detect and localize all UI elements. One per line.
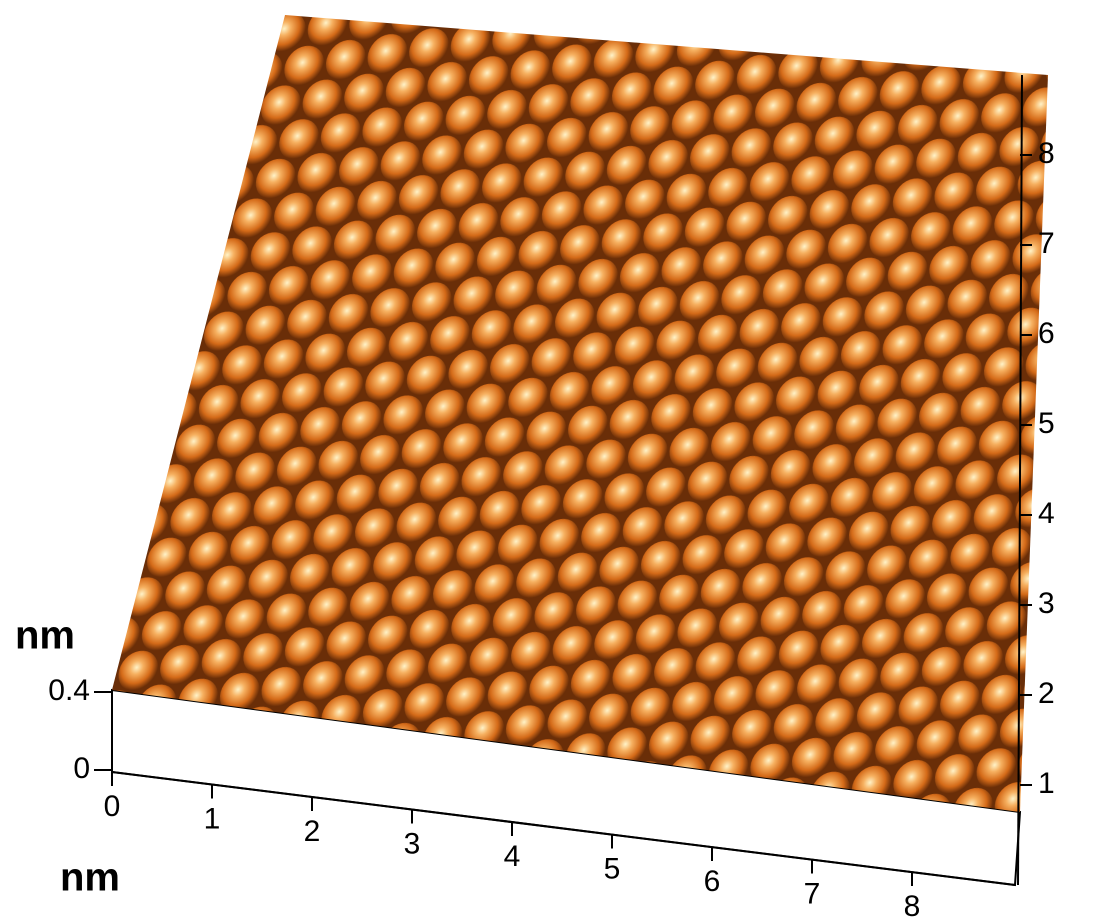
y-tick-label: 8 (1038, 137, 1055, 170)
x-tick-label: 6 (704, 865, 721, 898)
x-tick-label: 8 (904, 890, 921, 923)
z-tick-label: 0 (73, 752, 90, 785)
y-tick-label: 2 (1038, 677, 1055, 710)
y-axis-line (1017, 74, 1023, 886)
y-tick-label: 5 (1038, 407, 1055, 440)
z-axis-label: nm (15, 614, 75, 658)
y-tick-label: 4 (1038, 497, 1055, 530)
x-tick-label: 7 (804, 877, 821, 910)
x-tick-label: 2 (304, 815, 321, 848)
z-tick-label: 0.4 (48, 674, 90, 707)
x-tick-label: 4 (504, 840, 521, 873)
y-tick-label: 1 (1038, 767, 1055, 800)
y-tick-label: 6 (1038, 317, 1055, 350)
x-axis-label: nm (60, 856, 120, 900)
x-tick-label: 0 (104, 790, 121, 823)
y-tick-label: 7 (1038, 227, 1055, 260)
x-axis-line (111, 771, 1016, 886)
x-tick-label: 1 (204, 802, 221, 835)
y-tick-label: 3 (1038, 587, 1055, 620)
atomic-surface (112, 15, 1048, 812)
x-tick-label: 3 (404, 827, 421, 860)
x-tick-label: 5 (604, 852, 621, 885)
